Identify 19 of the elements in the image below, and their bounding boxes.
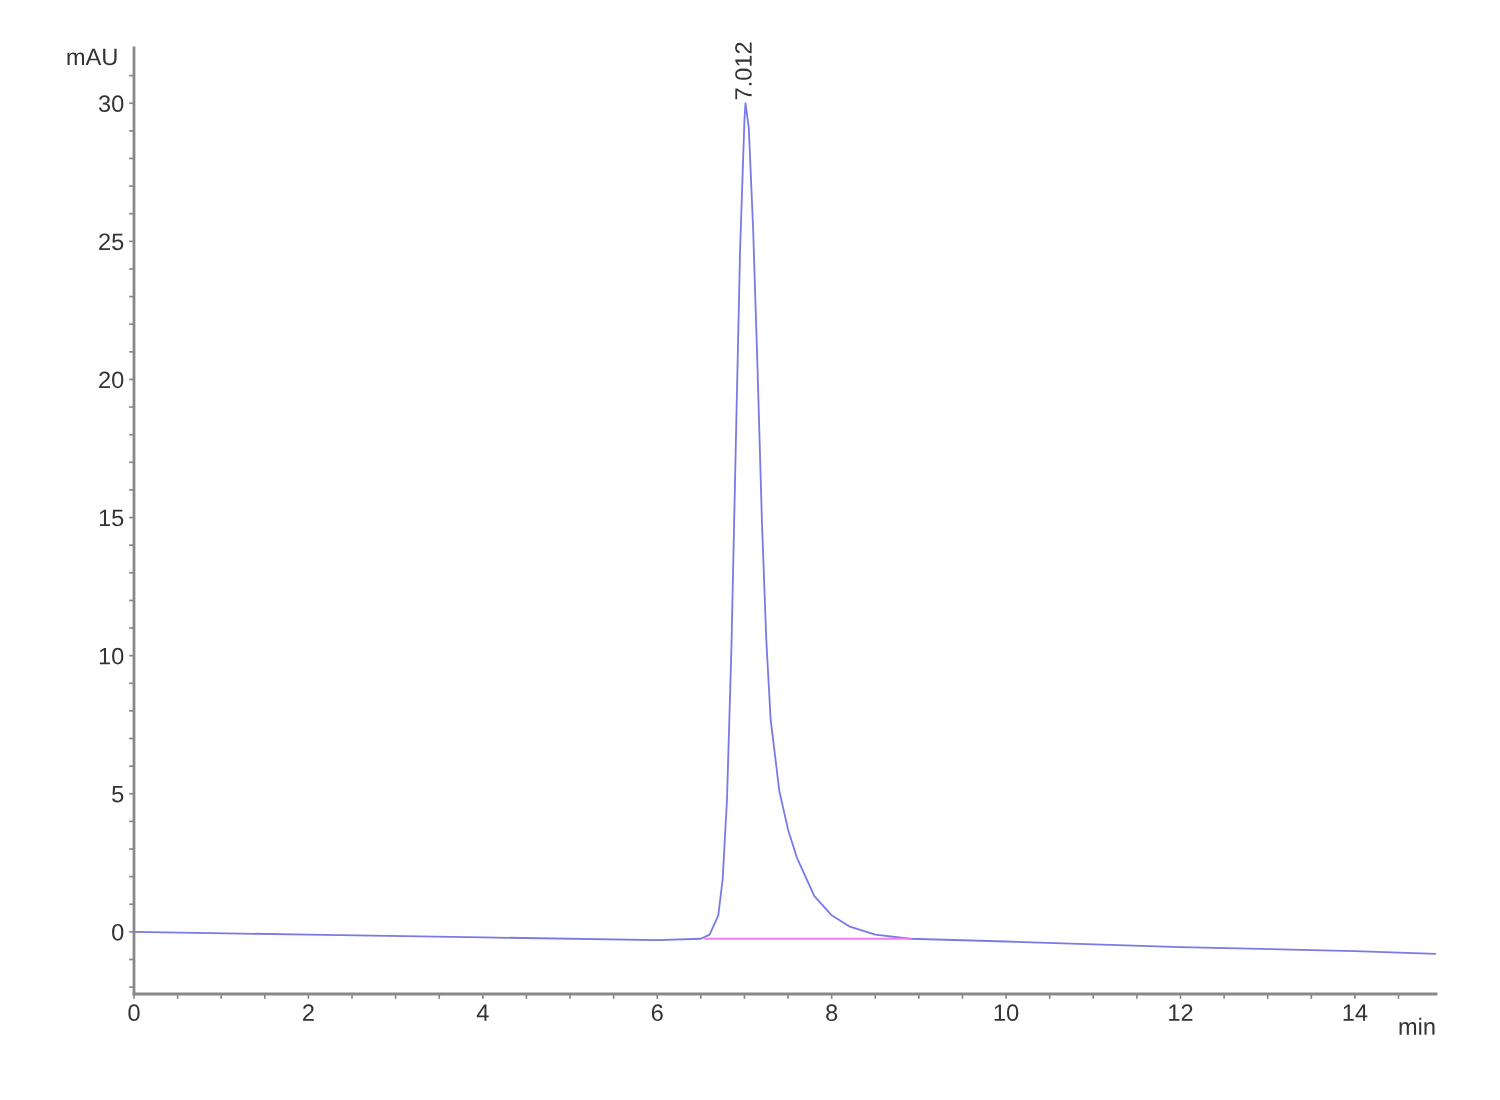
x-tick-label: 10 (994, 1004, 1019, 1022)
annotation: 7.012 (735, 42, 752, 100)
y-tick-label: 25 (99, 233, 124, 251)
y-tick-label: 20 (99, 371, 124, 389)
x-tick-label: 14 (1343, 1004, 1368, 1021)
x-tick-label: 4 (476, 1004, 489, 1021)
x-tick-label: 6 (651, 1004, 663, 1022)
x-tick-label: 0 (128, 1004, 140, 1022)
y-tick-label: 10 (99, 647, 124, 665)
y-tick-label: 15 (99, 509, 124, 527)
y-axis-title: mAU (67, 48, 117, 66)
x-axis-title: min (1399, 1017, 1435, 1035)
x-tick-label: 12 (1169, 1004, 1193, 1021)
y-tick-label: 0 (112, 923, 124, 941)
y-tick-label: 5 (112, 786, 124, 803)
y-tick-label: 30 (98, 95, 124, 113)
x-tick-label: 2 (303, 1004, 314, 1021)
line-series (134, 102, 1436, 955)
x-tick-label: 8 (826, 1004, 838, 1022)
